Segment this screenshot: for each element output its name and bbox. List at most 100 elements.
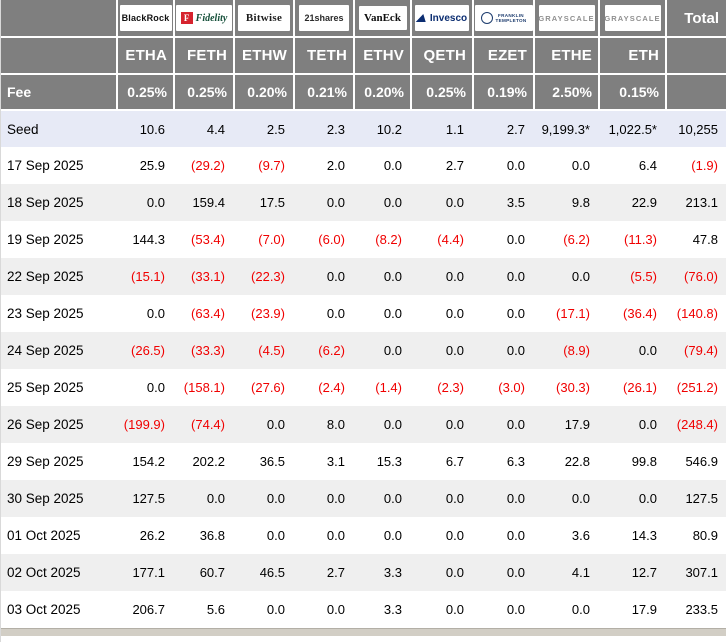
date-cell: 02 Oct 2025 [7, 565, 81, 580]
value-cell: 0.0 [571, 601, 590, 617]
provider-blackrock: BlackRock [117, 0, 175, 38]
value-cell: 0.0 [146, 306, 165, 321]
value-cell: 144.3 [132, 232, 165, 247]
table-row: 23 Sep 2025 0.0 (63.4) (23.9) 0.0 0.0 0.0 0.0 (… [1, 295, 726, 332]
ticker-ethw: ETHW [234, 37, 295, 75]
value-cell: (29.2) [191, 158, 225, 173]
value-cell: 99.8 [631, 454, 657, 469]
value-cell: 22.9 [631, 195, 657, 210]
value-cell: (17.1) [556, 306, 590, 321]
franklin-logo: FRANKLIN TEMPLETON [474, 5, 532, 31]
provider-vaneck: VanEck [354, 0, 412, 38]
value-cell: 0.0 [266, 528, 285, 543]
value-cell: 546.9 [685, 454, 718, 469]
date-cell: 29 Sep 2025 [7, 454, 84, 469]
grayscale-logo: GRAYSCALE [604, 5, 661, 31]
value-cell: 22.8 [564, 454, 590, 469]
value-cell: 0.0 [445, 417, 464, 432]
value-cell: (79.4) [684, 343, 718, 358]
value-cell: 0.0 [638, 343, 657, 358]
value-cell: 2.7 [506, 121, 525, 137]
value-cell: 0.0 [445, 491, 464, 506]
value-cell: 0.0 [506, 565, 525, 580]
value-cell: (3.0) [498, 380, 525, 395]
value-cell: 17.9 [631, 601, 657, 617]
fee-feth: 0.25% [174, 74, 235, 111]
value-cell: 0.0 [571, 158, 590, 173]
table-row: 02 Oct 2025 177.1 60.7 46.5 2.7 3.3 0.0 0.0 4.1… [1, 554, 726, 591]
value-cell: 2.7 [326, 565, 345, 580]
value-cell: 159.4 [192, 195, 225, 210]
table-row: 01 Oct 2025 26.2 36.8 0.0 0.0 0.0 0.0 0.0 3.6 14… [1, 517, 726, 554]
table-header: BlackRock F Fidelity Bitwise 21shares [1, 0, 726, 111]
table-row: 26 Sep 2025 (199.9) (74.4) 0.0 8.0 0.0 0.0 0.0… [1, 406, 726, 443]
ticker-teth: TETH [294, 37, 355, 75]
ticker-blank-cell [1, 37, 118, 75]
value-cell: (76.0) [684, 269, 718, 284]
value-cell: 0.0 [506, 269, 525, 284]
value-cell: 3.5 [506, 195, 525, 210]
grayscale-logo: GRAYSCALE [538, 5, 595, 31]
value-cell: (36.4) [623, 306, 657, 321]
fee-total-blank [666, 74, 726, 111]
value-cell: (9.7) [258, 158, 285, 173]
fee-etha: 0.25% [117, 74, 175, 111]
value-cell: 36.8 [199, 528, 225, 543]
table-row: 24 Sep 2025 (26.5) (33.3) (4.5) (6.2) 0.0 0.0… [1, 332, 726, 369]
value-cell: 0.0 [206, 491, 225, 506]
provider-logo-row: BlackRock F Fidelity Bitwise 21shares [1, 0, 726, 38]
value-cell: 0.0 [326, 269, 345, 284]
value-cell: 1.1 [445, 121, 464, 137]
value-cell: 0.0 [445, 528, 464, 543]
value-cell: (6.2) [563, 232, 590, 247]
value-cell: (8.9) [563, 343, 590, 358]
date-cell: 25 Sep 2025 [7, 380, 84, 395]
value-cell: 307.1 [685, 565, 718, 580]
value-cell: 0.0 [266, 417, 285, 432]
value-cell: 0.0 [445, 601, 464, 617]
value-cell: 0.0 [445, 343, 464, 358]
table-row: 25 Sep 2025 0.0 (158.1) (27.6) (2.4) (1.4) (2… [1, 369, 726, 406]
value-cell: 60.7 [199, 565, 225, 580]
value-cell: (33.3) [191, 343, 225, 358]
table-row: 17 Sep 2025 25.9 (29.2) (9.7) 2.0 0.0 2.7 0.0 0… [1, 147, 726, 184]
partial-next-row [1, 627, 726, 636]
value-cell: 177.1 [132, 565, 165, 580]
franklin-line2: TEMPLETON [495, 18, 527, 23]
value-cell: (158.1) [183, 380, 225, 395]
value-cell: 8.0 [326, 417, 345, 432]
value-cell: (2.3) [437, 380, 464, 395]
value-cell: (4.5) [258, 343, 285, 358]
value-cell: 0.0 [445, 269, 464, 284]
value-cell: (15.1) [131, 269, 165, 284]
value-cell: 233.5 [685, 601, 718, 617]
value-cell: (22.3) [251, 269, 285, 284]
date-cell: 19 Sep 2025 [7, 232, 84, 247]
provider-21shares: 21shares [294, 0, 355, 38]
provider-franklin-templeton: FRANKLIN TEMPLETON [473, 0, 535, 38]
value-cell: 17.9 [564, 417, 590, 432]
value-cell: 5.6 [206, 601, 225, 617]
blackrock-logo: BlackRock [119, 5, 172, 31]
vaneck-wordmark: VanEck [364, 12, 401, 24]
vaneck-logo: VanEck [358, 6, 407, 30]
value-cell: 12.7 [631, 565, 657, 580]
value-cell: 0.0 [445, 195, 464, 210]
fee-ezet: 0.19% [473, 74, 535, 111]
value-cell: 10.6 [139, 121, 165, 137]
value-cell: (6.2) [318, 343, 345, 358]
value-cell: 2.3 [326, 121, 345, 137]
date-cell: Seed [7, 121, 39, 137]
value-cell: 3.3 [383, 565, 402, 580]
date-cell: 26 Sep 2025 [7, 417, 84, 432]
value-cell: (74.4) [191, 417, 225, 432]
value-cell: 2.7 [445, 158, 464, 173]
value-cell: 6.3 [506, 454, 525, 469]
table-row: 19 Sep 2025 144.3 (53.4) (7.0) (6.0) (8.2) (4… [1, 221, 726, 258]
fee-qeth: 0.25% [411, 74, 474, 111]
value-cell: (5.5) [630, 269, 657, 284]
value-cell: (8.2) [375, 232, 402, 247]
value-cell: 0.0 [571, 491, 590, 506]
provider-grayscale-ethe: GRAYSCALE [534, 0, 600, 38]
